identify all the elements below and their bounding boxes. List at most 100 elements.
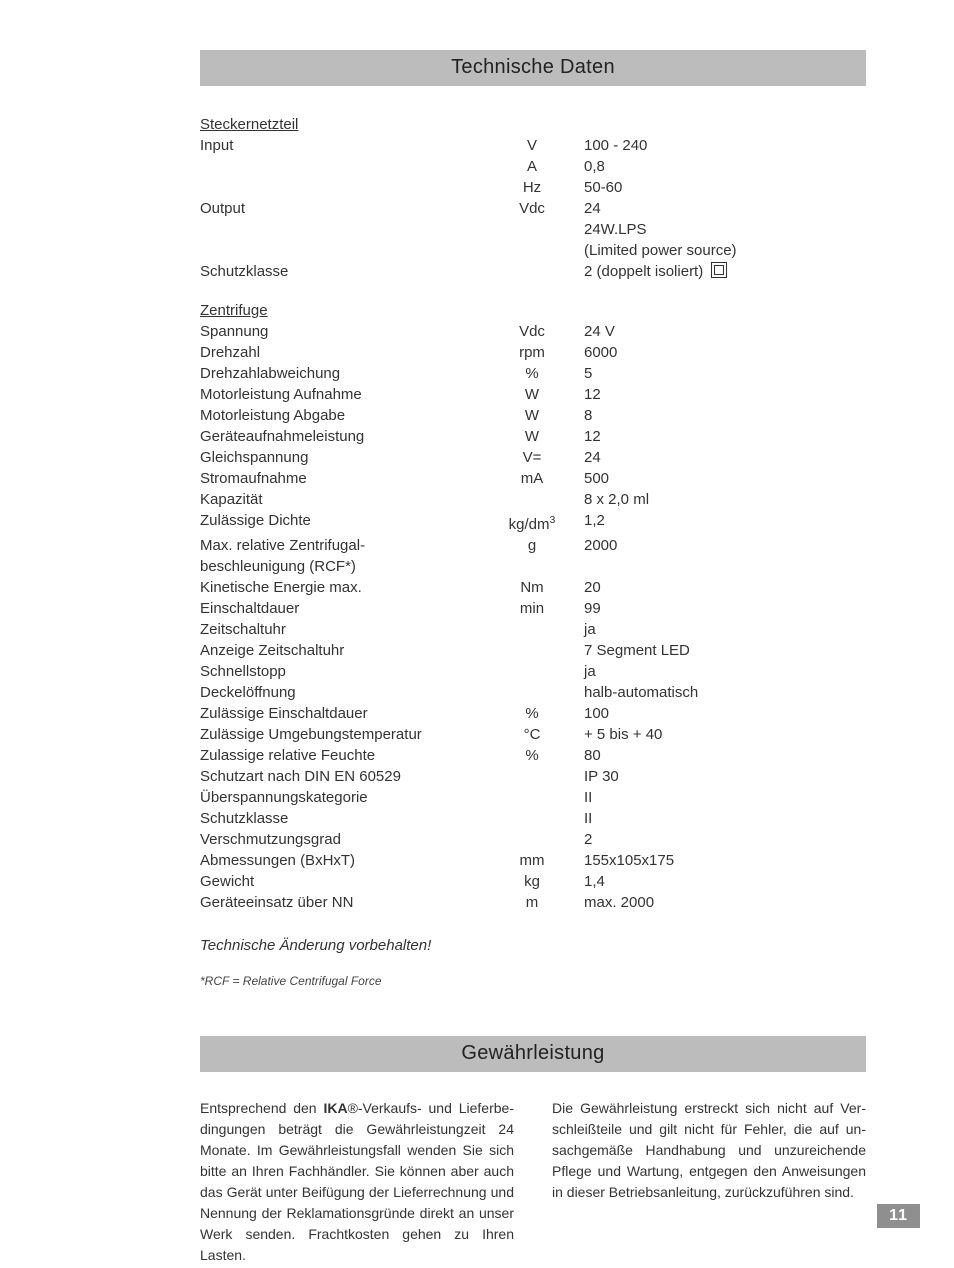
spec-value: 100 - 240 [584,135,866,156]
spec-unit: m [480,892,584,913]
spec-value: ja [584,661,866,682]
spec-unit [480,489,584,510]
spec-value: 20 [584,577,866,598]
section-heading-warranty: Gewährleistung [200,1036,866,1072]
spec-label: Zeitschaltuhr [200,619,480,640]
spec-label: Anzeige Zeitschaltuhr [200,640,480,661]
warranty-columns: Entsprechend den IKA®-Verkaufs- und Lief… [200,1098,866,1266]
spec-row: Zulässige Einschaltdauer%100 [200,703,866,724]
spec-unit [480,661,584,682]
spec-label: Abmessungen (BxHxT) [200,850,480,871]
spec-value: + 5 bis + 40 [584,724,866,745]
spec-unit [480,640,584,661]
spec-unit: Vdc [480,198,584,219]
spec-unit: W [480,405,584,426]
spec-label [200,156,480,177]
spec-row: GeräteaufnahmeleistungW12 [200,426,866,447]
spec-value: 8 x 2,0 ml [584,489,866,510]
spec-row: GleichspannungV=24 [200,447,866,468]
spec-row: Abmessungen (BxHxT)mm155x105x175 [200,850,866,871]
spec-unit: kg/dm3 [480,510,584,535]
spec-row: Kapazität 8 x 2,0 ml [200,489,866,510]
spec-row: SpannungVdc24 V [200,321,866,342]
spec-row: Zulässige Dichtekg/dm31,2 [200,510,866,535]
spec-unit [480,556,584,577]
spec-value: (Limited power source) [584,240,866,261]
spec-value: 100 [584,703,866,724]
spec-label: Max. relative Zentrifugal- [200,535,480,556]
warranty-text-post: ®-Verkaufs- und Lieferbe­dingungen beträ… [200,1100,514,1263]
spec-label: Kapazität [200,489,480,510]
spec-value: 99 [584,598,866,619]
spec-label: Zulässige Dichte [200,510,480,535]
spec-unit: Hz [480,177,584,198]
spec-unit [480,808,584,829]
spec-unit [480,787,584,808]
spec-value: 24W.LPS [584,219,866,240]
spec-value: ja [584,619,866,640]
spec-label: Stromaufnahme [200,468,480,489]
spec-label [200,219,480,240]
spec-value: 0,8 [584,156,866,177]
double-insulated-icon [711,262,727,278]
spec-row: Anzeige Zeitschaltuhr 7 Segment LED [200,640,866,661]
spec-value: 50-60 [584,177,866,198]
spec-label: Zulässige Einschaltdauer [200,703,480,724]
spec-value: 7 Segment LED [584,640,866,661]
spec-value [584,556,866,577]
spec-row: Verschmutzungsgrad 2 [200,829,866,850]
spec-label: Motorleistung Abgabe [200,405,480,426]
spec-label: Input [200,135,480,156]
spec-value: max. 2000 [584,892,866,913]
spec-row: Einschaltdauermin99 [200,598,866,619]
spec-label: Drehzahl [200,342,480,363]
spec-unit [480,219,584,240]
spec-row: Zeitschaltuhr ja [200,619,866,640]
spec-label: Deckelöffnung [200,682,480,703]
spec-value: halb-automatisch [584,682,866,703]
spec-row: A0,8 [200,156,866,177]
note-rcf: *RCF = Relative Centrifugal Force [200,974,866,988]
page-number: 11 [877,1204,920,1228]
spec-value: 6000 [584,342,866,363]
spec-value: II [584,787,866,808]
spec-row: SchutzklasseII [200,808,866,829]
spec-row: 24W.LPS [200,219,866,240]
spec-unit: °C [480,724,584,745]
spec-value: IP 30 [584,766,866,787]
spec-group-title: Zentrifuge [200,302,866,319]
spec-row: Zulassige relative Feuchte%80 [200,745,866,766]
spec-row: Motorleistung AbgabeW8 [200,405,866,426]
spec-label: Einschaltdauer [200,598,480,619]
spec-value: 2 [584,829,866,850]
spec-value: 2 (doppelt isoliert) [584,261,866,282]
spec-row: Zulässige Umgebungstemperatur°C+ 5 bis +… [200,724,866,745]
warranty-col-2: Die Gewährleistung erstreckt sich nicht … [552,1098,866,1266]
spec-row: ÜberspannungskategorieII [200,787,866,808]
spec-unit: kg [480,871,584,892]
specs-table: SteckernetzteilInputV100 - 240A0,8Hz50-6… [200,116,866,913]
spec-row: Drehzahlrpm6000 [200,342,866,363]
spec-row: Max. relative Zentrifugal-g2000 [200,535,866,556]
spec-label: Zulassige relative Feuchte [200,745,480,766]
spec-row: Geräteeinsatz über NNmmax. 2000 [200,892,866,913]
spec-value: 24 V [584,321,866,342]
spec-unit: % [480,745,584,766]
spec-row: Deckelöffnung halb-automatisch [200,682,866,703]
spec-unit: A [480,156,584,177]
spec-unit: Nm [480,577,584,598]
spec-label: Verschmutzungsgrad [200,829,480,850]
warranty-text-pre: Entsprechend den [200,1100,323,1116]
spec-unit [480,829,584,850]
spec-unit: g [480,535,584,556]
spec-label: Gewicht [200,871,480,892]
spec-row: Schutzklasse 2 (doppelt isoliert) [200,261,866,282]
spec-label: Schutzklasse [200,261,480,282]
spec-unit [480,619,584,640]
spec-row: Kinetische Energie max.Nm20 [200,577,866,598]
spec-label: Kinetische Energie max. [200,577,480,598]
spec-unit [480,682,584,703]
spec-unit: mm [480,850,584,871]
spec-value: 1,4 [584,871,866,892]
spec-unit: mA [480,468,584,489]
